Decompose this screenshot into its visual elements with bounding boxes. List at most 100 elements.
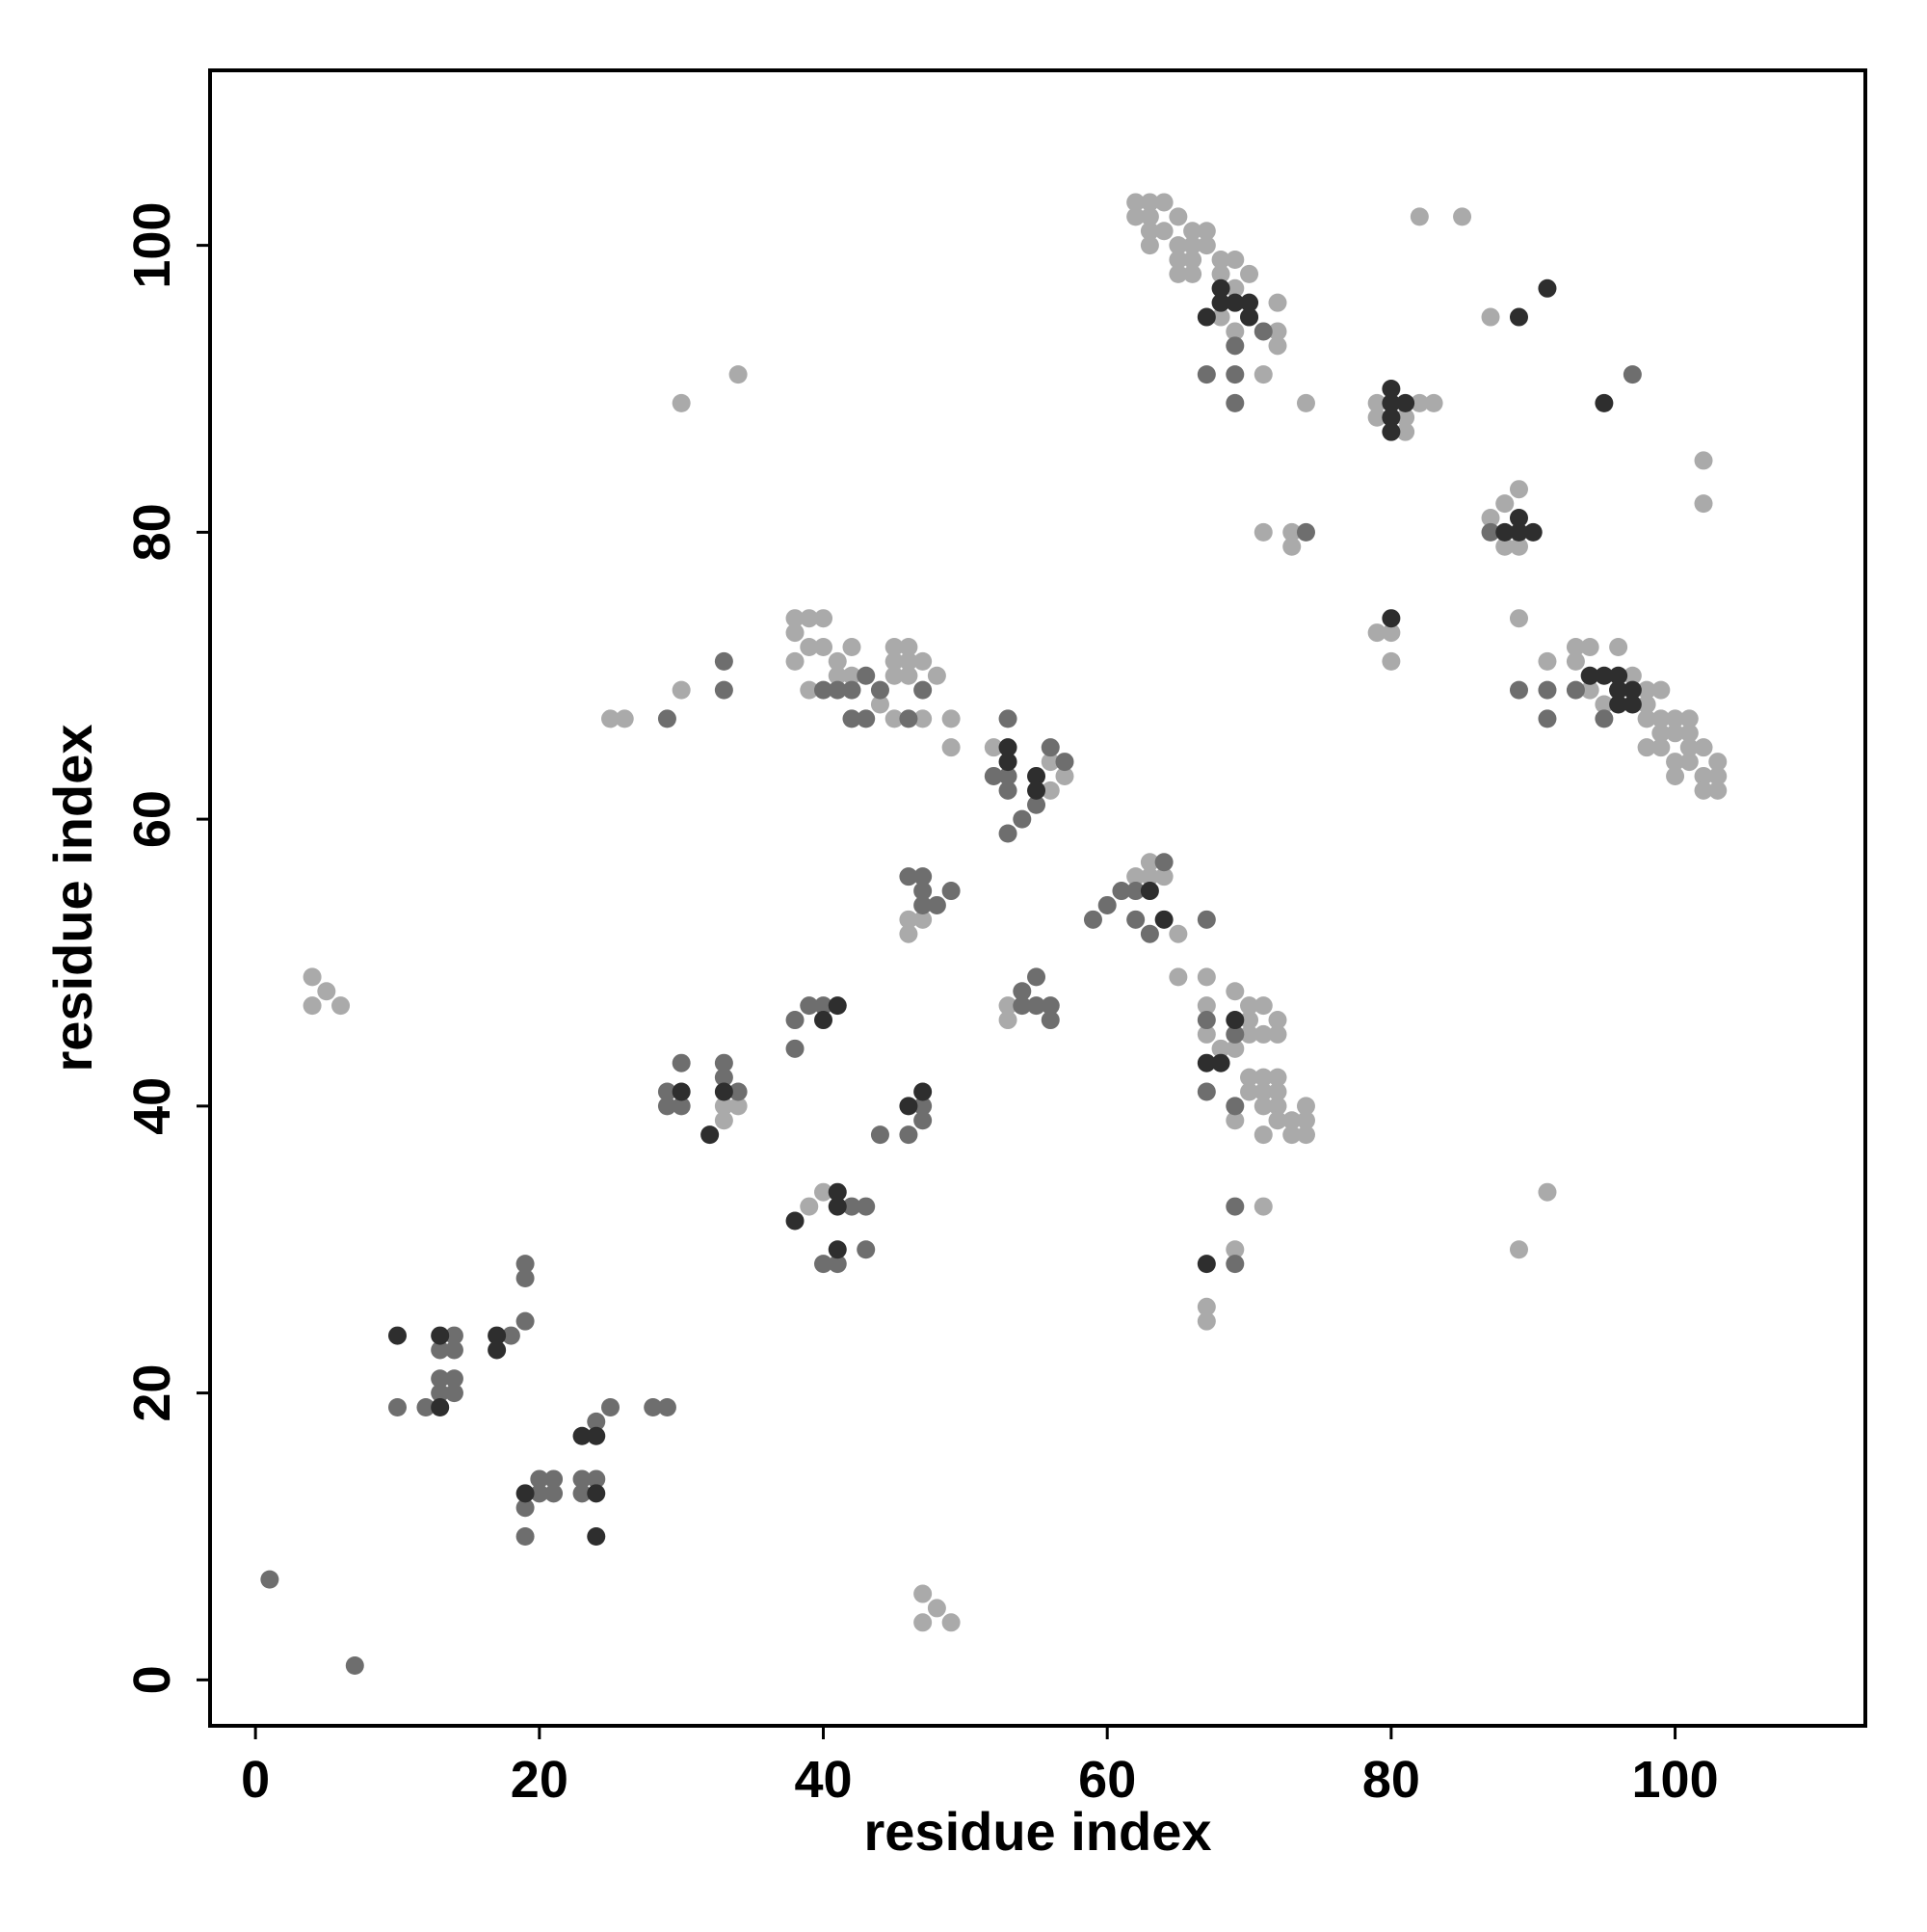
point [1140, 853, 1159, 872]
point [1154, 193, 1174, 212]
point [431, 1340, 450, 1360]
point [1027, 967, 1046, 987]
point [601, 1398, 620, 1417]
point [1097, 895, 1117, 914]
point [1637, 738, 1656, 757]
point [1296, 1097, 1315, 1116]
point [785, 651, 805, 671]
point [1495, 522, 1515, 542]
point [884, 651, 904, 671]
point [714, 1097, 733, 1116]
point [615, 709, 634, 728]
point [842, 709, 861, 728]
point [431, 1369, 450, 1389]
point [913, 1613, 933, 1632]
point [828, 651, 847, 671]
point [1566, 680, 1585, 700]
point [1595, 709, 1614, 728]
point [1169, 236, 1188, 255]
point [1538, 1182, 1557, 1202]
point [1623, 666, 1642, 685]
point [1538, 651, 1557, 671]
point [1382, 408, 1401, 427]
point [1197, 996, 1216, 1016]
point [814, 1011, 833, 1030]
point [828, 666, 847, 685]
point [1126, 882, 1146, 901]
point [913, 910, 933, 929]
point [1126, 193, 1146, 212]
point [1296, 1125, 1315, 1145]
point [416, 1398, 436, 1417]
point [1027, 766, 1046, 785]
point [1595, 393, 1614, 412]
point [1013, 982, 1032, 1001]
point [1666, 724, 1685, 743]
point [1637, 695, 1656, 714]
point [1679, 709, 1699, 728]
point [1268, 336, 1287, 356]
point [1169, 924, 1188, 943]
point [1708, 781, 1728, 800]
point [331, 996, 351, 1016]
point [1226, 1024, 1245, 1044]
point [1651, 738, 1671, 757]
point [1027, 781, 1046, 800]
point [1538, 709, 1557, 728]
point [870, 680, 889, 700]
point [1183, 251, 1202, 270]
point [1226, 1111, 1245, 1130]
point [785, 1011, 805, 1030]
point [530, 1484, 549, 1503]
point [870, 1125, 889, 1145]
point [785, 609, 805, 628]
point [728, 365, 748, 384]
point [1140, 207, 1159, 226]
point [842, 680, 861, 700]
x-tick-label: 80 [1362, 1751, 1420, 1809]
y-tick-label: 60 [123, 790, 181, 848]
point [587, 1426, 606, 1445]
point [431, 1326, 450, 1345]
point [800, 609, 819, 628]
point [1211, 293, 1230, 312]
point [515, 1311, 535, 1331]
point [857, 666, 876, 685]
point [1609, 680, 1628, 700]
point [714, 651, 733, 671]
point [1396, 422, 1415, 441]
point [1708, 766, 1728, 785]
point [1027, 795, 1046, 814]
point [984, 738, 1003, 757]
point [884, 666, 904, 685]
point [800, 996, 819, 1016]
point [515, 1526, 535, 1546]
y-tick-label: 40 [123, 1077, 181, 1135]
point [1666, 766, 1685, 785]
point [444, 1340, 463, 1360]
point [572, 1469, 592, 1489]
point [1126, 910, 1146, 929]
point [1197, 1255, 1216, 1274]
point [913, 1584, 933, 1603]
point [1523, 522, 1543, 542]
point [587, 1469, 606, 1489]
point [1083, 910, 1102, 929]
point [714, 1082, 733, 1101]
point [1140, 924, 1159, 943]
point [714, 1068, 733, 1087]
point [1538, 278, 1557, 298]
point [1240, 1024, 1259, 1044]
point [657, 709, 676, 728]
point [672, 1082, 691, 1101]
point [1197, 1011, 1216, 1030]
point [572, 1426, 592, 1445]
point [387, 1326, 407, 1345]
point [1410, 207, 1429, 226]
point [1055, 766, 1074, 785]
point [515, 1269, 535, 1288]
point [1254, 1082, 1273, 1101]
point [515, 1498, 535, 1518]
y-axis-label: residue index [42, 724, 103, 1072]
